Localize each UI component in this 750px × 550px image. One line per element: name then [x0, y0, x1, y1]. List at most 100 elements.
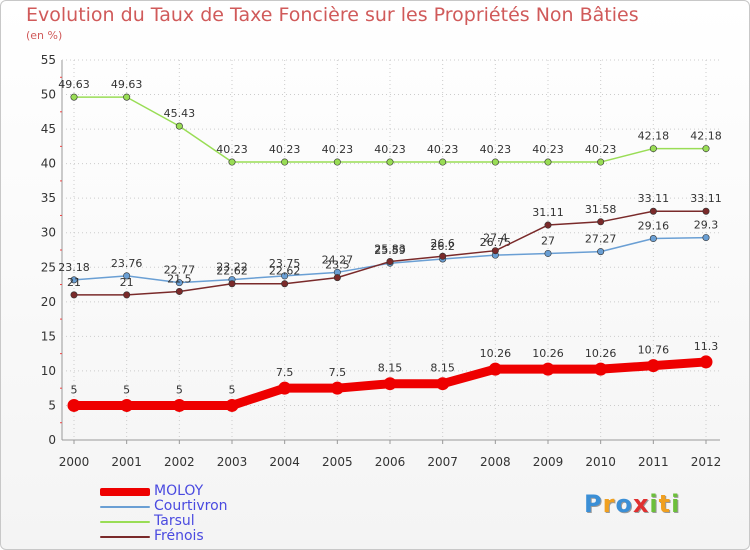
- data-point-tarsul: [597, 158, 605, 166]
- y-tick-label: 0: [48, 433, 56, 447]
- data-point-tarsul: [491, 158, 499, 166]
- x-tick-label: 2008: [480, 455, 511, 469]
- data-point-moloy: [278, 381, 292, 395]
- data-point-moloy: [646, 359, 660, 373]
- data-label-courtivron: 26.2: [430, 240, 455, 253]
- data-label-moloy: 10.26: [585, 347, 617, 360]
- data-label-fr-nois: 31.11: [532, 206, 564, 219]
- data-point-moloy: [436, 377, 450, 391]
- data-point-tarsul: [70, 93, 78, 101]
- data-label-fr-nois: 27.4: [483, 232, 508, 245]
- data-point-tarsul: [649, 145, 657, 153]
- chart-title: Evolution du Taux de Taxe Foncière sur l…: [26, 4, 639, 26]
- data-point-tarsul: [702, 145, 710, 153]
- data-point-fr-nois: [702, 207, 710, 215]
- y-tick-label: 40: [41, 157, 56, 171]
- data-point-courtivron: [702, 234, 710, 242]
- x-tick-label: 2006: [375, 455, 406, 469]
- x-tick-label: 2001: [111, 455, 142, 469]
- proxiti-logo: Proxiti: [584, 490, 680, 518]
- data-label-moloy: 10.26: [480, 347, 512, 360]
- data-label-moloy: 7.5: [276, 366, 294, 379]
- data-point-courtivron: [544, 249, 552, 257]
- y-tick-label: 20: [41, 295, 56, 309]
- data-point-courtivron: [597, 248, 605, 256]
- y-tick-label: 35: [41, 191, 56, 205]
- data-label-tarsul: 40.23: [216, 143, 248, 156]
- data-label-moloy: 5: [123, 383, 130, 396]
- data-label-courtivron: 23.75: [269, 257, 301, 270]
- data-label-courtivron: 29.3: [694, 219, 719, 232]
- legend-item-tarsul: Tarsul: [100, 514, 228, 529]
- data-point-moloy: [383, 377, 397, 391]
- data-label-fr-nois: 22.62: [269, 265, 301, 278]
- data-label-tarsul: 40.23: [427, 143, 459, 156]
- x-tick-label: 2005: [322, 455, 353, 469]
- data-label-moloy: 5: [71, 383, 78, 396]
- data-point-fr-nois: [491, 247, 499, 255]
- data-point-fr-nois: [439, 252, 447, 260]
- data-point-fr-nois: [281, 280, 289, 288]
- data-point-courtivron: [175, 279, 183, 287]
- data-point-tarsul: [333, 158, 341, 166]
- data-label-tarsul: 42.18: [638, 130, 670, 143]
- data-label-tarsul: 45.43: [164, 107, 196, 120]
- data-label-tarsul: 40.23: [322, 143, 354, 156]
- data-point-moloy: [120, 398, 134, 412]
- data-point-tarsul: [281, 158, 289, 166]
- legend-label: Tarsul: [154, 513, 195, 529]
- data-label-moloy: 10.26: [532, 347, 564, 360]
- data-label-courtivron: 22.77: [164, 264, 196, 277]
- data-point-fr-nois: [333, 274, 341, 282]
- data-point-moloy: [330, 381, 344, 395]
- legend-item-fr-nois: Frénois: [100, 529, 228, 544]
- data-label-moloy: 5: [229, 383, 236, 396]
- data-point-tarsul: [228, 158, 236, 166]
- data-label-tarsul: 40.23: [269, 143, 301, 156]
- data-label-fr-nois: 25.83: [374, 243, 406, 256]
- legend-swatch: [100, 520, 150, 523]
- data-label-fr-nois: 23.5: [325, 259, 350, 272]
- x-tick-label: 2007: [427, 455, 458, 469]
- data-point-courtivron: [123, 272, 131, 280]
- data-point-fr-nois: [123, 291, 131, 299]
- data-label-courtivron: 26.75: [480, 236, 512, 249]
- data-point-fr-nois: [386, 258, 394, 266]
- data-point-moloy: [67, 398, 81, 412]
- legend-item-moloy: MOLOY: [100, 484, 228, 499]
- legend-label: Frénois: [154, 528, 204, 544]
- data-point-fr-nois: [175, 287, 183, 295]
- logo-letter: i: [671, 490, 681, 518]
- x-tick-label: 2011: [638, 455, 669, 469]
- data-point-moloy: [225, 398, 239, 412]
- data-point-fr-nois: [597, 218, 605, 226]
- data-point-moloy: [488, 362, 502, 376]
- y-tick-label: 50: [41, 88, 56, 102]
- x-tick-label: 2003: [217, 455, 248, 469]
- data-point-fr-nois: [544, 221, 552, 229]
- data-point-tarsul: [386, 158, 394, 166]
- legend-swatch: [100, 487, 150, 496]
- data-point-tarsul: [123, 93, 131, 101]
- data-point-moloy: [594, 362, 608, 376]
- data-label-fr-nois: 22.62: [216, 265, 248, 278]
- y-tick-label: 5: [48, 398, 56, 412]
- data-label-fr-nois: 26.6: [430, 237, 455, 250]
- data-point-fr-nois: [649, 207, 657, 215]
- logo-letter: o: [615, 490, 633, 518]
- data-point-moloy: [699, 355, 713, 369]
- y-tick-label: 10: [41, 364, 56, 378]
- data-label-courtivron: 27.27: [585, 233, 617, 246]
- data-label-fr-nois: 21.5: [167, 272, 192, 285]
- x-tick-label: 2004: [269, 455, 300, 469]
- x-tick-label: 2012: [691, 455, 722, 469]
- data-point-tarsul: [544, 158, 552, 166]
- legend-item-courtivron: Courtivron: [100, 499, 228, 514]
- data-point-fr-nois: [70, 291, 78, 299]
- data-label-fr-nois: 31.58: [585, 203, 617, 216]
- x-tick-label: 2009: [533, 455, 564, 469]
- data-point-moloy: [172, 398, 186, 412]
- y-tick-label: 30: [41, 226, 56, 240]
- data-point-moloy: [541, 362, 555, 376]
